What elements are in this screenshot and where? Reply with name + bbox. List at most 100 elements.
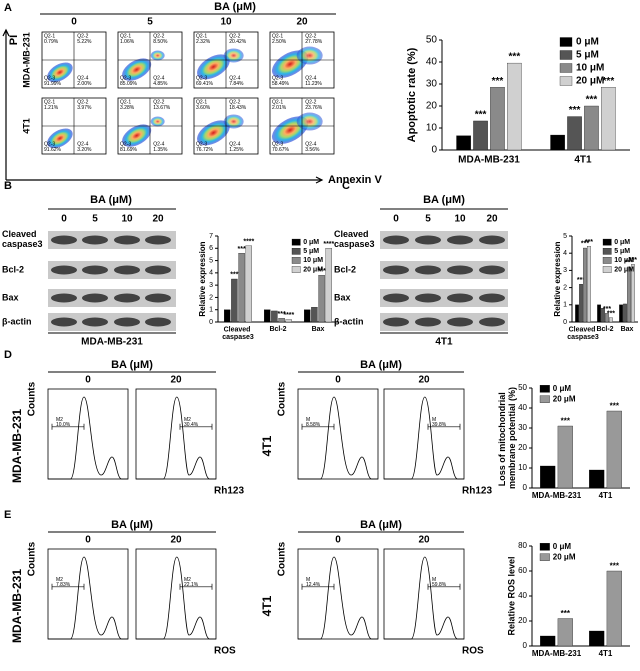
quadrant-value: 70.67% (272, 147, 290, 153)
quadrant-name: Q2-1 (44, 33, 55, 39)
legend-swatch (539, 395, 550, 403)
y-tick-label: 30 (518, 423, 527, 432)
bar (550, 134, 565, 151)
plot-frame (47, 388, 129, 480)
blot-band (114, 293, 140, 303)
quadrant-name: Q2-3 (120, 75, 131, 81)
quadrant-name: Q2-4 (305, 75, 316, 81)
quadrant-name: Q2-2 (305, 99, 316, 105)
bar (627, 266, 631, 323)
y-tick-label: 2 (563, 284, 567, 291)
gate-value: 59.8% (432, 582, 447, 588)
quadrant-name: Q2-3 (272, 75, 283, 81)
blot-band (447, 293, 473, 303)
legend-label: 20 μM (303, 266, 323, 273)
text-line: caspase3 (567, 334, 599, 341)
y-tick-label: 0 (523, 641, 528, 650)
significance-label: *** (585, 239, 593, 246)
quadrant-value: 4.85% (153, 81, 168, 87)
blot-strip (48, 261, 176, 279)
quadrant-name: Q2-2 (229, 33, 240, 39)
x-tick-label: Bax (621, 326, 634, 333)
y-axis-title: Relative ROS level (506, 556, 516, 635)
x-tick-label: MDA-MB-231 (458, 155, 520, 166)
legend-swatch (539, 553, 550, 561)
y-tick-label: 40 (518, 403, 527, 412)
column-label: 20 (296, 17, 308, 28)
x-axis-title: Rh123 (462, 486, 492, 497)
quadrant-name: Q2-1 (120, 33, 131, 39)
y-tick-label: 0 (523, 483, 528, 492)
legend-swatch (602, 247, 612, 255)
blot-band (82, 265, 108, 275)
legend-swatch (602, 238, 612, 246)
blot-band (145, 317, 171, 327)
significance-label: *** (577, 277, 585, 284)
quadrant-name: Q2-1 (44, 99, 55, 105)
gate-value: 30.4% (184, 422, 199, 428)
histogram-curve (48, 556, 128, 640)
blot-band (82, 317, 108, 327)
protein-label: Cleaved caspase3 (334, 229, 375, 249)
lane-label: 20 (486, 214, 498, 225)
panel-title: BA (μM) (90, 194, 132, 206)
quadrant-value: 8.50% (153, 39, 168, 45)
protein-label: β-actin (334, 316, 364, 326)
significance-label: *** (629, 257, 637, 264)
density-cloud (197, 54, 230, 80)
blot-band (447, 317, 473, 327)
legend-label: 0 μM (614, 239, 630, 246)
x-tick-label: 4T1 (599, 649, 613, 658)
plot-frame (297, 548, 379, 640)
gate-value: 39.8% (432, 422, 447, 428)
quadrant-value: 0.79% (44, 39, 59, 45)
panel-title: BA (μM) (214, 1, 256, 13)
y-tick-label: 80 (518, 541, 527, 550)
legend-swatch (291, 257, 301, 264)
bar (619, 304, 623, 323)
bar (589, 630, 605, 647)
histogram-curve (384, 556, 464, 640)
cell-line-label: 4T1 (435, 337, 453, 348)
quadrant-value: 2.01% (272, 105, 287, 111)
blot-strip (48, 231, 176, 249)
text-line: Loss of mitochondrial (497, 390, 507, 487)
cell-line-label: MDA-MB-231 (10, 409, 24, 483)
blot-band (145, 293, 171, 303)
quadrant-name: Q2-2 (305, 33, 316, 39)
quadrant-value: 2.00% (77, 81, 92, 87)
significance-label: **** (243, 238, 254, 245)
column-label: 20 (170, 375, 182, 386)
plot-frame (135, 548, 217, 640)
quadrant-name: Q2-2 (229, 99, 240, 105)
lane-label: 10 (454, 214, 466, 225)
plot-frame (383, 548, 465, 640)
protein-label: Bax (334, 292, 351, 302)
row-label: MDA-MB-231 (21, 32, 31, 88)
significance-label: *** (492, 76, 504, 87)
y-tick-label: 50 (518, 383, 527, 392)
legend-label: 10 μM (303, 257, 323, 264)
quadrant-value: 69.41% (196, 81, 214, 87)
bar (584, 105, 599, 151)
arrow-head (315, 176, 324, 184)
quadrant-value: 23.76% (305, 105, 323, 111)
protein-label: Bcl-2 (2, 264, 24, 274)
x-tick-label: 4T1 (574, 155, 592, 166)
lane-label: 5 (425, 214, 431, 225)
bar (304, 309, 311, 323)
y-tick-label: 20 (518, 616, 527, 625)
quadrant-name: Q2-4 (305, 141, 316, 147)
legend-swatch (539, 543, 550, 551)
significance-label: *** (569, 105, 581, 116)
bar (285, 319, 292, 323)
blot-band (415, 293, 441, 303)
quadrant-value: 13.67% (153, 105, 171, 111)
y-tick-label: 0 (209, 319, 213, 326)
significance-label: *** (603, 306, 611, 313)
legend-swatch (559, 37, 573, 47)
y-tick-label: 10 (518, 463, 527, 472)
bar (540, 635, 556, 647)
quadrant-name: Q2-3 (44, 75, 55, 81)
legend-label: 20 μM (553, 552, 576, 561)
